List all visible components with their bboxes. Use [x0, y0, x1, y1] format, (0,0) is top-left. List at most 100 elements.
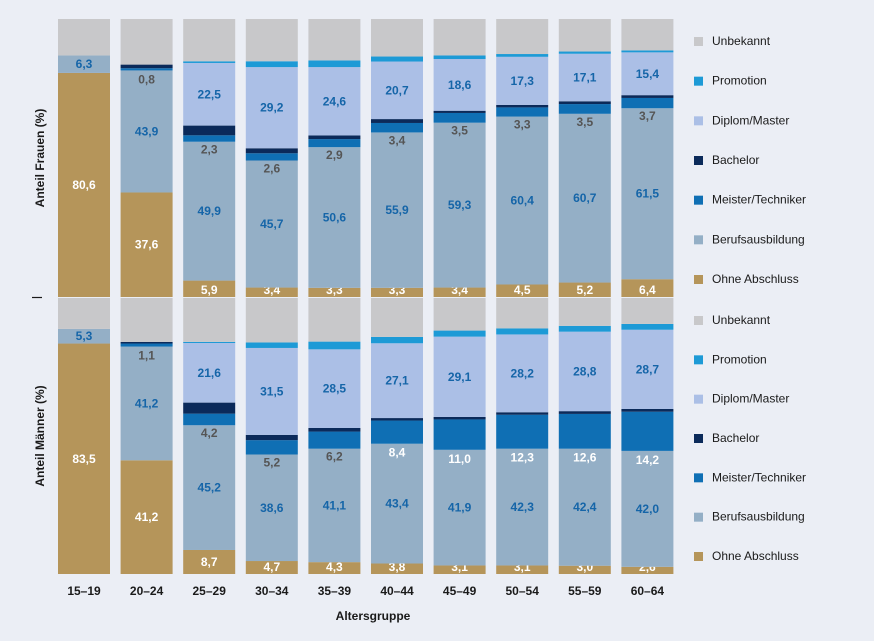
bar-ohne-abschluss-6-p0	[433, 287, 486, 297]
bar-diplom-master-5-p1	[371, 343, 423, 419]
bar-unbekannt-9-p0	[621, 19, 674, 51]
bar-meister-techniker-7-p0	[496, 107, 549, 117]
x-tick-label-6: 45–49	[443, 584, 477, 598]
data-label-ohne-abschluss-3-p1: 4,7	[263, 560, 280, 574]
data-label-meister-techniker-7-p0: 3,3	[514, 118, 531, 132]
bar-promotion-7-p1	[496, 328, 549, 335]
bar-unbekannt-3-p0	[245, 19, 298, 62]
data-label-berufsausbildung-5-p1: 43,4	[385, 497, 409, 511]
data-label-diplom-master-3-p0: 29,2	[260, 101, 284, 115]
bar-unbekannt-9-p1	[621, 298, 674, 324]
bar-ohne-abschluss-4-p0	[308, 287, 361, 297]
bar-bachelor-9-p1	[621, 408, 674, 412]
bar-diplom-master-6-p0	[433, 59, 486, 111]
data-label-meister-techniker-1-p0: 0,8	[138, 72, 155, 86]
bar-meister-techniker-5-p0	[371, 122, 423, 133]
data-label-diplom-master-8-p1: 28,8	[573, 364, 597, 378]
bar-berufsausbildung-4-p0	[308, 147, 361, 288]
data-label-diplom-master-3-p1: 31,5	[260, 384, 284, 398]
bar-meister-techniker-9-p1	[621, 411, 674, 451]
bar-unbekannt-5-p1	[371, 298, 423, 337]
bar-ohne-abschluss-2-p0	[183, 280, 236, 297]
data-label-meister-techniker-3-p1: 5,2	[263, 455, 280, 469]
bar-bachelor-8-p0	[558, 101, 611, 105]
bar-promotion-5-p1	[371, 336, 423, 344]
bar-ohne-abschluss-1-p0	[120, 192, 173, 297]
bar-diplom-master-7-p0	[496, 56, 549, 105]
legend-label-unbekannt-p1: Unbekannt	[712, 313, 771, 327]
bar-bachelor-4-p1	[308, 427, 361, 432]
bar-unbekannt-1-p1	[120, 298, 173, 342]
bar-meister-techniker-8-p0	[558, 104, 611, 114]
bar-ohne-abschluss-7-p1	[496, 565, 549, 574]
bar-unbekannt-5-p0	[371, 19, 423, 57]
bar-diplom-master-8-p1	[558, 331, 611, 412]
bar-promotion-8-p0	[558, 51, 611, 54]
bar-promotion-8-p1	[558, 325, 611, 332]
bar-berufsausbildung-9-p1	[621, 450, 674, 567]
data-label-berufsausbildung-9-p0: 61,5	[636, 187, 660, 201]
legend-swatch-promotion-p0	[694, 76, 703, 86]
legend-swatch-ohne-abschluss-p1	[694, 552, 703, 561]
bar-unbekannt-4-p0	[308, 19, 361, 61]
bar-bachelor-1-p1	[120, 341, 173, 344]
legend-label-promotion-p1: Promotion	[712, 352, 767, 366]
bar-diplom-master-9-p0	[621, 52, 674, 96]
bar-meister-techniker-3-p1	[245, 440, 298, 455]
data-label-ohne-abschluss-0-p0: 80,6	[72, 178, 96, 192]
x-axis-label: Altersgruppe	[336, 609, 411, 623]
bar-bachelor-9-p0	[621, 95, 674, 98]
bar-promotion-7-p0	[496, 54, 549, 57]
data-label-berufsausbildung-1-p0: 43,9	[135, 124, 159, 138]
bar-promotion-5-p0	[371, 56, 423, 62]
data-label-ohne-abschluss-2-p1: 8,7	[201, 555, 218, 569]
data-label-diplom-master-9-p1: 28,7	[636, 362, 660, 376]
bar-ohne-abschluss-0-p0	[58, 72, 110, 297]
data-label-meister-techniker-3-p0: 2,6	[263, 162, 280, 176]
bar-promotion-9-p1	[621, 323, 674, 330]
data-label-berufsausbildung-6-p1: 41,9	[448, 501, 472, 515]
legend-swatch-berufsausbildung-p1	[694, 512, 703, 522]
x-tick-label-1: 20–24	[130, 584, 164, 598]
bar-meister-techniker-1-p0	[120, 68, 173, 71]
y-axis-label-p1: Anteil Männer (%)	[33, 385, 47, 486]
bar-meister-techniker-1-p1	[120, 343, 173, 347]
data-label-diplom-master-5-p0: 20,7	[385, 83, 409, 97]
bar-meister-techniker-3-p0	[245, 153, 298, 161]
data-label-diplom-master-7-p1: 28,2	[511, 366, 535, 380]
bar-berufsausbildung-2-p1	[183, 425, 236, 550]
data-label-diplom-master-8-p0: 17,1	[573, 71, 597, 85]
bar-berufsausbildung-4-p1	[308, 448, 361, 563]
bar-promotion-4-p0	[308, 60, 361, 68]
bar-ohne-abschluss-8-p0	[558, 282, 611, 297]
bar-meister-techniker-8-p1	[558, 413, 611, 449]
bar-unbekannt-6-p0	[433, 19, 486, 56]
data-label-diplom-master-4-p1: 28,5	[323, 382, 347, 396]
bar-bachelor-7-p0	[496, 104, 549, 108]
bar-meister-techniker-2-p0	[183, 135, 236, 142]
data-label-meister-techniker-9-p1: 14,2	[636, 453, 660, 467]
bar-ohne-abschluss-3-p0	[245, 287, 298, 297]
data-label-diplom-master-4-p0: 24,6	[323, 94, 347, 108]
bar-unbekannt-8-p0	[558, 19, 611, 52]
legend-label-meister-techniker-p0: Meister/Techniker	[712, 193, 806, 207]
data-label-berufsausbildung-8-p0: 60,7	[573, 191, 597, 205]
data-label-ohne-abschluss-1-p1: 41,2	[135, 510, 159, 524]
data-label-meister-techniker-5-p1: 8,4	[389, 446, 406, 460]
data-label-diplom-master-5-p1: 27,1	[385, 374, 409, 388]
data-label-berufsausbildung-5-p0: 55,9	[385, 203, 409, 217]
bar-bachelor-1-p0	[120, 64, 173, 69]
legend-label-meister-techniker-p1: Meister/Techniker	[712, 470, 806, 484]
data-label-berufsausbildung-8-p1: 42,4	[573, 500, 597, 514]
data-label-berufsausbildung-9-p1: 42,0	[636, 502, 660, 516]
legend-label-berufsausbildung-p0: Berufsausbildung	[712, 232, 805, 246]
legend-swatch-bachelor-p0	[694, 156, 703, 165]
x-tick-label-9: 60–64	[631, 584, 665, 598]
bar-ohne-abschluss-6-p1	[433, 565, 486, 574]
legend-swatch-bachelor-p1	[694, 434, 703, 443]
bar-diplom-master-5-p0	[371, 61, 423, 120]
legend-swatch-unbekannt-p1	[694, 316, 703, 325]
bar-berufsausbildung-5-p0	[371, 132, 423, 288]
bar-ohne-abschluss-8-p1	[558, 565, 611, 574]
